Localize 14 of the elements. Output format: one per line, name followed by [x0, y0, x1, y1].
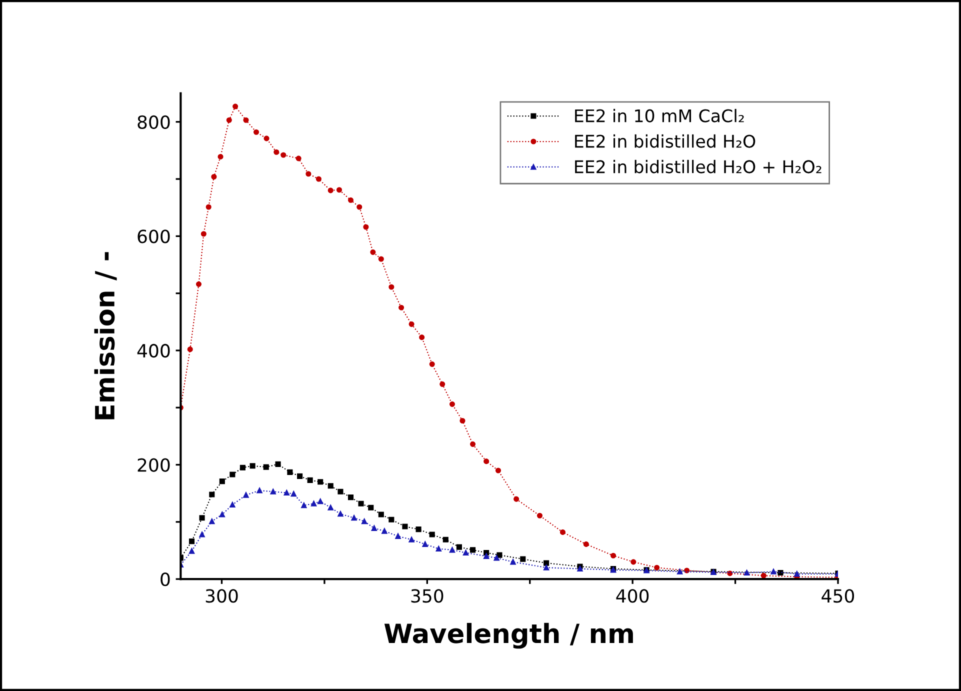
y-tick-label: 400 [137, 344, 170, 358]
y-tick-label: 800 [138, 115, 170, 129]
x-tick-label: 300 [206, 589, 238, 603]
x-axis-title: Wavelength / nm [384, 622, 633, 649]
y-tick-label: 200 [138, 458, 170, 472]
x-tick-label: 450 [822, 589, 854, 603]
x-tick-label: 400 [616, 589, 649, 603]
legend-label: EE2 in 10 mM CaCl₂ [575, 108, 744, 122]
legend-label: EE2 in bidistilled H₂O [575, 134, 756, 148]
x-tick-label: 350 [411, 589, 444, 603]
y-tick-label: 600 [138, 230, 170, 244]
legend-label: EE2 in bidistilled H₂O + H₂O₂ [575, 160, 822, 174]
y-tick-label: 0 [160, 572, 170, 586]
y-axis-title: Emission / - [94, 252, 117, 420]
